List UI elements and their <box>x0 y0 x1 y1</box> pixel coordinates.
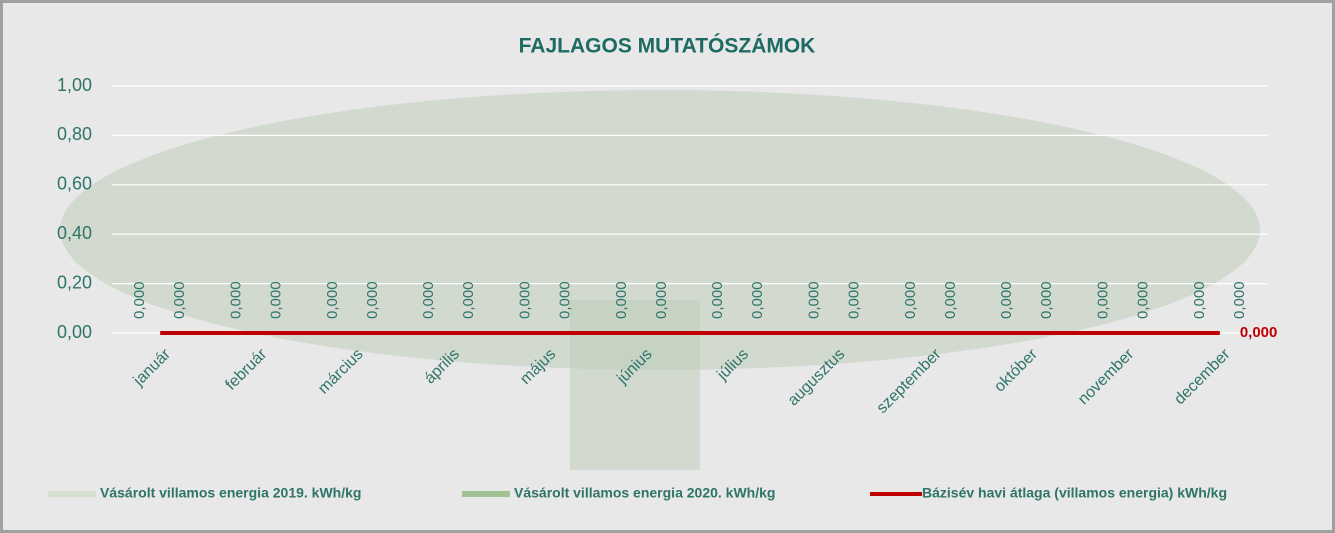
data-label: 0,000 <box>267 281 284 319</box>
data-label: 0,000 <box>324 281 341 319</box>
data-label: 0,000 <box>171 281 188 319</box>
y-tick-label: 0,20 <box>57 272 92 292</box>
data-label: 0,000 <box>227 281 244 319</box>
y-tick-label: 0,80 <box>57 124 92 144</box>
data-label: 0,000 <box>1240 324 1278 341</box>
data-label: 0,000 <box>749 281 766 319</box>
data-label: 0,000 <box>1191 281 1208 319</box>
legend-label: Bázisév havi átlaga (villamos energia) k… <box>922 485 1227 501</box>
data-label: 0,000 <box>1038 281 1055 319</box>
legend-label: Vásárolt villamos energia 2019. kWh/kg <box>100 485 361 501</box>
data-label: 0,000 <box>613 281 630 319</box>
legend-label: Vásárolt villamos energia 2020. kWh/kg <box>514 485 775 501</box>
y-tick-label: 0,00 <box>57 322 92 342</box>
y-tick-label: 1,00 <box>57 75 92 95</box>
data-label: 0,000 <box>845 281 862 319</box>
chart: FAJLAGOS MUTATÓSZÁMOK 0,00 0,20 0,40 0,60 0,… <box>0 0 1335 533</box>
data-label: 0,000 <box>364 281 381 319</box>
data-label: 0,000 <box>1134 281 1151 319</box>
data-label: 0,000 <box>1231 281 1248 319</box>
data-label: 0,000 <box>805 281 822 319</box>
data-label: 0,000 <box>902 281 919 319</box>
background-trunk <box>570 300 700 470</box>
data-label: 0,000 <box>420 281 437 319</box>
data-label: 0,000 <box>460 281 477 319</box>
data-label: 0,000 <box>653 281 670 319</box>
data-label: 0,000 <box>709 281 726 319</box>
data-label: 0,000 <box>131 281 148 319</box>
data-label: 0,000 <box>998 281 1015 319</box>
data-label: 0,000 <box>942 281 959 319</box>
y-tick-label: 0,60 <box>57 174 92 194</box>
data-label: 0,000 <box>556 281 573 319</box>
y-tick-label: 0,40 <box>57 223 92 243</box>
chart-title: FAJLAGOS MUTATÓSZÁMOK <box>519 34 816 58</box>
data-label: 0,000 <box>516 281 533 319</box>
data-label: 0,000 <box>1094 281 1111 319</box>
legend-marker <box>48 491 96 497</box>
legend-marker <box>462 491 510 497</box>
